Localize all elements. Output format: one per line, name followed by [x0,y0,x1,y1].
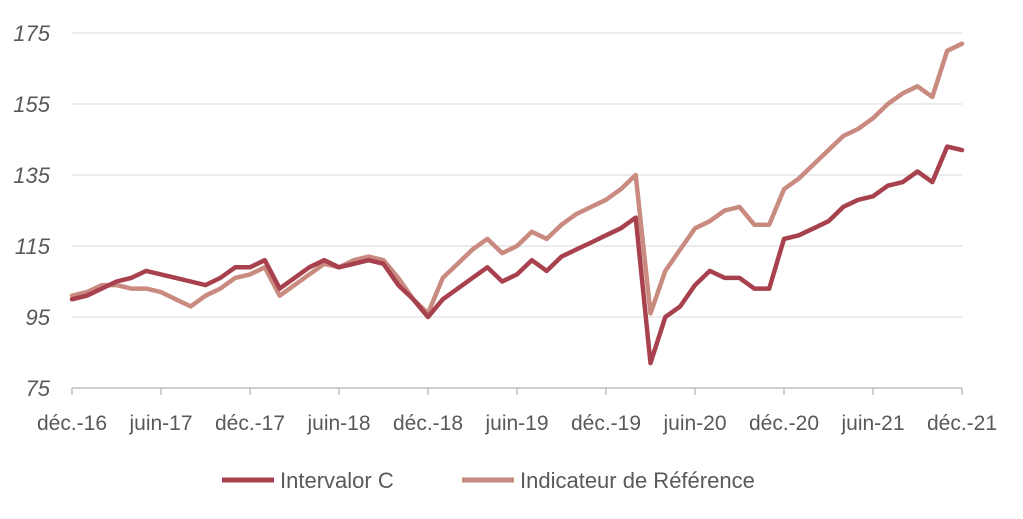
y-tick-label: 135 [13,163,50,188]
y-tick-label: 75 [26,376,51,401]
y-tick-label: 155 [13,92,50,117]
legend-label: Indicateur de Référence [520,468,755,493]
x-tick-label: déc.-18 [393,412,463,435]
gridlines [72,32,962,318]
legend-label: Intervalor C [280,468,394,493]
y-axis-ticks: 75 95 115 135 155 175 [13,21,50,401]
x-tick-label: juin-18 [306,412,370,435]
x-tick-label: déc.-20 [749,412,819,435]
x-tick-label: déc.-17 [215,412,285,435]
x-axis: déc.-16 juin-17 déc.-17 juin-18 déc.-18 juin-… [37,387,997,435]
series-line [69,144,965,366]
x-tick-label: déc.-16 [37,412,107,435]
legend: Intervalor C Indicateur de Référence [222,468,755,493]
y-tick-label: 115 [15,234,51,259]
y-tick-label: 95 [26,305,51,330]
x-tick-label: juin-20 [662,412,726,435]
x-tick-label: juin-21 [840,412,904,435]
x-tick-label: juin-19 [484,412,548,435]
series-line [69,41,965,316]
x-tick-label: déc.-19 [571,412,641,435]
x-tick-label: déc.-21 [927,412,997,435]
series-lines [69,41,965,366]
x-tick-label: juin-17 [128,412,192,435]
y-tick-label: 175 [13,21,50,46]
